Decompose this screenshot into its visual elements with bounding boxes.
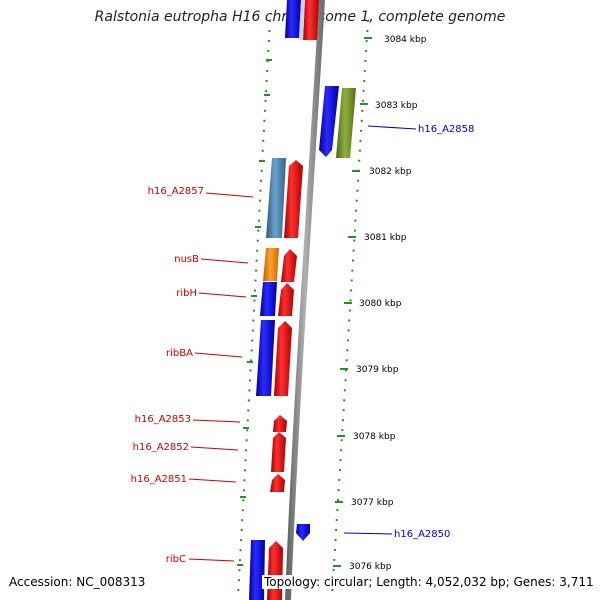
gene-features (249, 0, 356, 600)
scale-tick: 3080 kbp (344, 299, 402, 309)
gene-feature-ribBA-blue[interactable] (256, 320, 275, 396)
gene-feature-ribH[interactable] (278, 283, 294, 316)
gene-label-ribBA[interactable]: ribBA (166, 348, 193, 359)
gene-feature-h16-a2851[interactable] (270, 474, 285, 492)
chromosome-backbone (285, 0, 325, 600)
gene-feature-h16-a2852[interactable] (271, 432, 286, 472)
track-guides (237, 19, 369, 597)
gene-feature-ribC[interactable] (267, 541, 283, 600)
gene-feature-top-red[interactable] (303, 0, 319, 40)
gene-label-h16-a2852[interactable]: h16_A2852 (133, 442, 189, 453)
leader-ribH (198, 292, 247, 298)
gene-feature-h16-a2857-steel[interactable] (266, 158, 286, 238)
scale-label: 3084 kbp (384, 35, 427, 45)
leader-h16-a2850 (343, 532, 393, 535)
gene-label-h16-a2853[interactable]: h16_A2853 (135, 414, 191, 425)
outer-guide-left (237, 19, 271, 597)
gene-feature-top-blue[interactable] (285, 0, 301, 38)
leader-h16-a2852 (190, 446, 239, 451)
gene-label-nusB[interactable]: nusB (174, 254, 199, 265)
scale-tick: 3079 kbp (340, 365, 399, 375)
topology-summary: Topology: circular; Length: 4,052,032 bp… (262, 575, 594, 589)
leader-nusB (200, 258, 249, 264)
scale-label: 3081 kbp (364, 233, 407, 243)
gene-feature-h16-a2850[interactable] (296, 524, 310, 541)
gene-label-h16-a2851[interactable]: h16_A2851 (131, 474, 187, 485)
gene-feature-ribH-blue[interactable] (260, 282, 277, 316)
scale-label: 3079 kbp (356, 365, 399, 375)
gene-labels: h16_A2858 h16_A2857 nusB ribH ribBA h16_… (131, 124, 475, 565)
scale-tick: 3076 kbp (333, 562, 392, 572)
leader-h16-a2853 (192, 419, 241, 423)
scale-tick: 3083 kbp (360, 101, 418, 111)
scale-tick: 3082 kbp (352, 167, 412, 177)
gene-feature-ribBA[interactable] (274, 321, 292, 396)
scale-label: 3082 kbp (369, 167, 412, 177)
scale-label: 3078 kbp (353, 432, 396, 442)
gene-feature-h16-a2853[interactable] (273, 415, 287, 432)
scale-label: 3076 kbp (349, 562, 392, 572)
gene-feature-ribC-blue[interactable] (249, 540, 265, 600)
scale-label: 3077 kbp (351, 498, 394, 508)
gene-feature-nusB-orange[interactable] (263, 248, 279, 281)
leader-ribC (188, 558, 235, 562)
leader-lines (188, 125, 417, 562)
scale-tick: 3078 kbp (337, 432, 396, 442)
gene-feature-h16-a2857[interactable] (284, 160, 303, 238)
gene-label-h16-a2850[interactable]: h16_A2850 (394, 529, 450, 540)
scale-label: 3083 kbp (375, 101, 418, 111)
inner-ticks (237, 59, 272, 566)
leader-h16-a2851 (188, 478, 237, 483)
scale-tick: 3084 kbp (364, 35, 427, 45)
scale-label: 3080 kbp (359, 299, 402, 309)
accession-text: Accession: NC_008313 (9, 575, 146, 589)
leader-h16-a2857 (205, 192, 254, 198)
leader-ribBA (194, 352, 243, 358)
gene-label-h16-a2858[interactable]: h16_A2858 (418, 124, 474, 135)
scale-axis: 3084 kbp 3083 kbp 3082 kbp 3081 kbp 3080… (333, 35, 427, 572)
gene-label-ribH[interactable]: ribH (176, 288, 197, 299)
outer-guide-right (331, 19, 369, 597)
gene-feature-nusB[interactable] (281, 249, 297, 282)
scale-tick: 3077 kbp (335, 498, 394, 508)
leader-h16-a2858 (367, 125, 417, 130)
gene-feature-h16-a2858[interactable] (319, 86, 339, 157)
scale-tick: 3081 kbp (348, 233, 407, 243)
gene-feature-top-grey (299, 0, 305, 40)
gene-feature-olive[interactable] (336, 88, 356, 158)
gene-label-h16-a2857[interactable]: h16_A2857 (148, 186, 204, 197)
gene-label-ribC[interactable]: ribC (166, 554, 186, 565)
